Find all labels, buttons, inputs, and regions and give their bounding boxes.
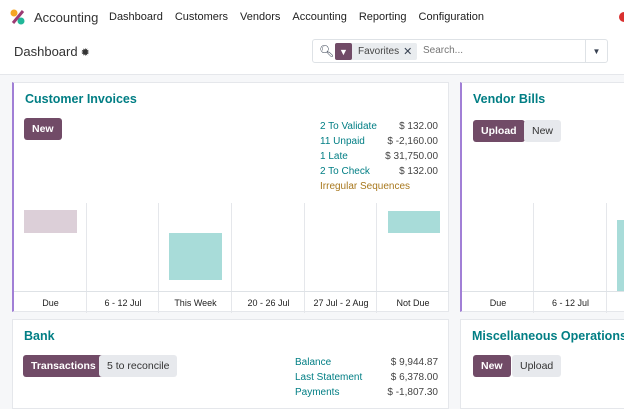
- stat-value: $ 132.00: [399, 121, 438, 132]
- invoice-aging-chart[interactable]: Due 6 - 12 Jul This Week 20 - 26 Jul 27 …: [14, 203, 449, 313]
- search-bar: 🔍︎ ▼ Favorites ✕ ▼: [312, 39, 608, 63]
- new-invoice-button[interactable]: New: [24, 118, 62, 140]
- x-label: 6 - 12 Jul: [551, 298, 590, 308]
- stat-value: $ 132.00: [399, 166, 438, 177]
- stat-row[interactable]: Balance $ 9,944.87: [295, 355, 438, 370]
- new-entry-button[interactable]: New: [473, 355, 511, 377]
- menu-configuration[interactable]: Configuration: [418, 11, 484, 23]
- irregular-sequences-link[interactable]: Irregular Sequences: [320, 181, 411, 192]
- stat-label[interactable]: Last Statement: [295, 372, 363, 383]
- stat-value: $ -1,807.30: [387, 387, 438, 398]
- stat-label[interactable]: 1 Late: [320, 151, 348, 162]
- stat-row[interactable]: 2 To Validate $ 132.00: [320, 119, 438, 134]
- x-label: This Week: [174, 298, 217, 308]
- notification-indicator[interactable]: [619, 12, 624, 22]
- page-title: Dashboard: [14, 44, 78, 59]
- stat-label[interactable]: 2 To Validate: [320, 121, 377, 132]
- misc-operations-card: Miscellaneous Operations New Upload: [460, 319, 624, 409]
- bar-not-due[interactable]: [388, 211, 440, 233]
- vendor-bills-card: Vendor Bills Upload New Due 6 - 12 Jul: [460, 82, 624, 313]
- bar-due[interactable]: [24, 210, 77, 233]
- bank-card: Bank Transactions 5 to reconcile Balance…: [12, 319, 449, 409]
- x-label: Due: [42, 298, 59, 308]
- stat-row[interactable]: 2 To Check $ 132.00: [320, 164, 438, 179]
- filter-icon: ▼: [335, 43, 352, 60]
- menu-customers[interactable]: Customers: [174, 11, 229, 23]
- remove-facet-icon[interactable]: ✕: [403, 46, 413, 58]
- new-bill-button[interactable]: New: [524, 120, 562, 142]
- stat-row[interactable]: Last Statement $ 6,378.00: [295, 370, 438, 385]
- stat-label[interactable]: Payments: [295, 387, 340, 398]
- search-input[interactable]: [423, 45, 563, 56]
- upload-bill-button[interactable]: Upload: [473, 120, 525, 142]
- reconcile-button[interactable]: 5 to reconcile: [99, 355, 178, 377]
- menu-dashboard[interactable]: Dashboard: [109, 11, 163, 23]
- stat-label[interactable]: Balance: [295, 357, 332, 368]
- stat-label[interactable]: 2 To Check: [320, 166, 370, 177]
- x-label: 20 - 26 Jul: [247, 298, 290, 308]
- stat-row[interactable]: Payments $ -1,807.30: [295, 385, 438, 400]
- gear-icon[interactable]: ✹: [80, 47, 90, 59]
- menu-reporting[interactable]: Reporting: [358, 11, 407, 23]
- stat-row[interactable]: 1 Late $ 31,750.00: [320, 149, 438, 164]
- stat-value: $ 9,944.87: [390, 357, 438, 368]
- stat-value: $ -2,160.00: [387, 136, 438, 147]
- x-label: Due: [489, 298, 507, 308]
- stat-row[interactable]: 11 Unpaid $ -2,160.00: [320, 134, 438, 149]
- transactions-button[interactable]: Transactions: [23, 355, 104, 377]
- bar-this-week[interactable]: [169, 233, 222, 280]
- search-facet: ▼ Favorites ✕: [335, 43, 418, 60]
- control-panel: Dashboard✹ 🔍︎ ▼ Favorites ✕ ▼: [0, 35, 624, 75]
- search-icon[interactable]: 🔍︎: [319, 44, 335, 58]
- card-title[interactable]: Miscellaneous Operations: [472, 329, 624, 343]
- top-navbar: Accounting Dashboard Customers Vendors A…: [0, 0, 624, 35]
- customer-invoices-card: Customer Invoices New 2 To Validate $ 132…: [12, 82, 449, 313]
- card-title[interactable]: Bank: [24, 329, 55, 343]
- app-logo-icon[interactable]: [10, 9, 26, 25]
- x-label: Not Due: [396, 298, 430, 308]
- menu-accounting[interactable]: Accounting: [292, 11, 347, 23]
- x-label: 6 - 12 Jul: [104, 298, 142, 308]
- bills-aging-chart[interactable]: Due 6 - 12 Jul: [462, 203, 624, 313]
- stat-value: $ 31,750.00: [385, 151, 438, 162]
- stat-label[interactable]: 11 Unpaid: [320, 136, 365, 147]
- upload-button[interactable]: Upload: [512, 355, 562, 377]
- app-name[interactable]: Accounting: [34, 10, 99, 25]
- card-title[interactable]: Customer Invoices: [25, 92, 137, 106]
- facet-label: Favorites: [358, 46, 400, 57]
- search-options-toggle[interactable]: ▼: [585, 40, 607, 62]
- stat-value: $ 6,378.00: [390, 372, 438, 383]
- bar-this-week[interactable]: [617, 220, 624, 291]
- x-label: 27 Jul - 2 Aug: [313, 298, 369, 308]
- card-title[interactable]: Vendor Bills: [473, 92, 546, 106]
- menu-vendors[interactable]: Vendors: [240, 11, 281, 23]
